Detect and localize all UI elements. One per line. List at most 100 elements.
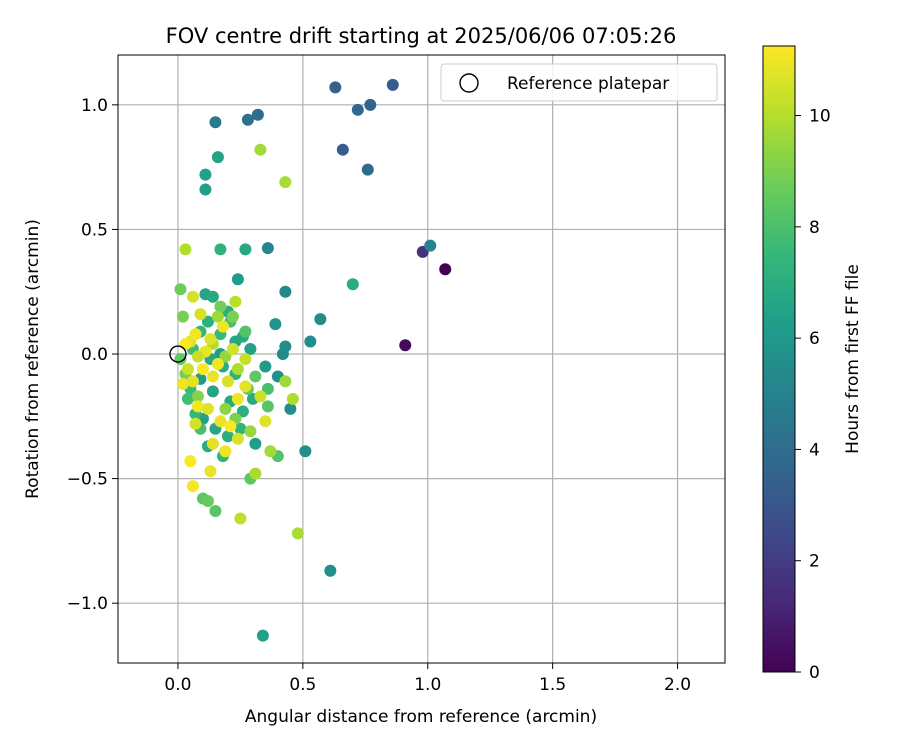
data-point [191, 390, 204, 403]
data-point [226, 343, 239, 356]
data-point [291, 527, 304, 540]
data-point [279, 176, 292, 189]
data-point [204, 333, 217, 346]
chart-title: FOV centre drift starting at 2025/06/06 … [166, 24, 677, 48]
data-point [206, 385, 219, 398]
y-axis-label: Rotation from reference (arcmin) [23, 219, 43, 499]
data-point [251, 108, 264, 121]
legend: Reference platepar [440, 63, 718, 102]
y-tick-label: 0.5 [81, 220, 108, 240]
colorbar-tick-label: 10 [809, 107, 831, 127]
x-axis-label: Angular distance from reference (arcmin) [245, 707, 597, 727]
x-tick-label: 0.5 [289, 675, 316, 695]
data-point [249, 370, 262, 383]
data-point [211, 151, 224, 164]
data-point [214, 415, 227, 428]
legend-marker-icon [459, 73, 479, 93]
data-point [191, 350, 204, 363]
x-tick-label: 2.0 [664, 675, 691, 695]
data-point [386, 78, 399, 91]
data-point [269, 318, 282, 331]
data-point [186, 375, 199, 388]
colorbar-tick-label: 8 [809, 218, 820, 238]
data-point [231, 392, 244, 405]
data-point [201, 495, 214, 508]
data-point [214, 300, 227, 313]
x-tick-label: 1.0 [414, 675, 441, 695]
data-point [244, 343, 257, 356]
legend-box [440, 63, 718, 102]
data-point [254, 390, 267, 403]
data-point [241, 113, 254, 126]
data-point [189, 417, 202, 430]
data-point [236, 405, 249, 418]
data-point [264, 445, 277, 458]
data-point [181, 362, 194, 375]
data-point [174, 283, 187, 296]
data-point [176, 377, 189, 390]
y-tick-label: −0.5 [67, 470, 108, 490]
data-point [204, 465, 217, 478]
colorbar-frame [762, 45, 796, 673]
data-point [206, 290, 219, 303]
data-point [179, 338, 192, 351]
y-tick-label: −1.0 [67, 594, 108, 614]
colorbar-ticks: 0 2 4 6 8 10 [795, 107, 831, 683]
data-point [206, 370, 219, 383]
colorbar-tick-label: 0 [809, 663, 820, 683]
y-axis-ticks: −1.0 −0.5 0.0 0.5 1.0 [67, 96, 118, 614]
data-point [186, 290, 199, 303]
data-point [249, 467, 262, 480]
colorbar-tick-label: 6 [809, 329, 820, 349]
data-point [214, 243, 227, 256]
data-point [201, 315, 214, 328]
data-point [346, 278, 359, 291]
data-point [399, 339, 412, 352]
data-point [361, 163, 374, 176]
data-point [254, 143, 267, 156]
data-point [221, 430, 234, 443]
data-point [259, 360, 272, 373]
legend-label: Reference platepar [507, 74, 669, 94]
data-point [351, 103, 364, 116]
data-point [244, 425, 257, 438]
data-point [279, 340, 292, 353]
data-point [424, 239, 437, 252]
data-point [221, 375, 234, 388]
data-point [304, 335, 317, 348]
data-point [194, 308, 207, 321]
axes-frame [117, 54, 726, 664]
data-point [324, 564, 337, 577]
data-point [261, 382, 274, 395]
data-point [239, 353, 252, 365]
data-point [279, 375, 292, 388]
data-point [206, 437, 219, 450]
data-point [239, 380, 252, 393]
data-point [284, 402, 297, 415]
reference-marker [169, 345, 187, 363]
data-point [219, 445, 232, 458]
data-point [231, 362, 244, 375]
data-point [286, 392, 299, 405]
colorbar-tick-label: 4 [809, 440, 820, 460]
data-point [239, 325, 252, 338]
data-point [314, 313, 327, 326]
data-point [226, 310, 239, 323]
data-point [329, 81, 342, 94]
data-point [196, 362, 209, 375]
data-point [261, 242, 274, 255]
data-point [249, 437, 262, 450]
data-point [199, 183, 212, 196]
data-point [229, 295, 242, 308]
data-point [216, 320, 229, 333]
data-point [186, 480, 199, 493]
data-point [184, 455, 197, 468]
data-point [256, 629, 269, 642]
data-point [234, 512, 247, 525]
data-point [364, 98, 377, 111]
data-point [179, 243, 192, 256]
data-point [224, 420, 237, 433]
x-tick-label: 1.5 [539, 675, 566, 695]
colorbar-label: Hours from first FF file [843, 264, 863, 454]
